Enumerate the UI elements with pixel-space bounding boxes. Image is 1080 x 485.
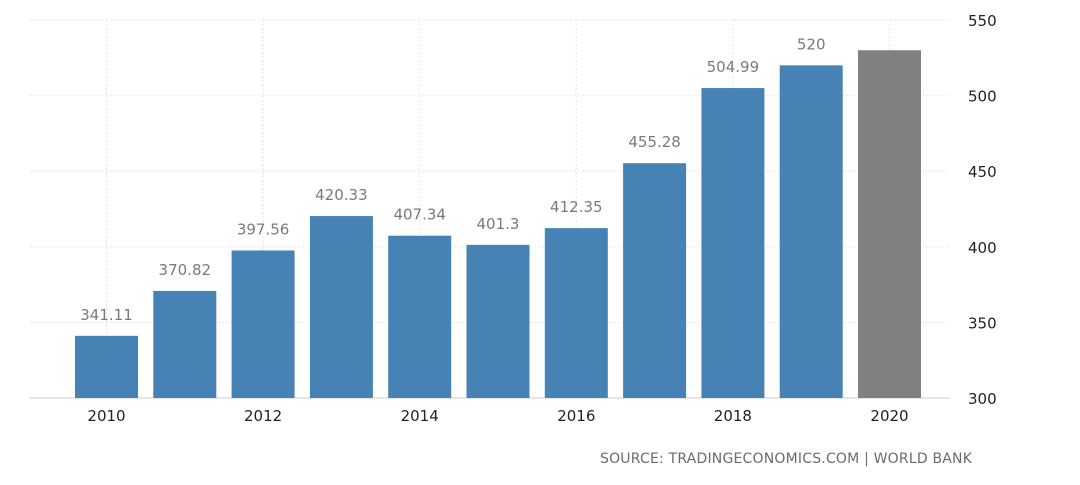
- bars: [75, 50, 921, 399]
- x-tick-label: 2010: [87, 407, 125, 425]
- data-label-2014: 407.34: [393, 206, 446, 224]
- y-tick-label: 550: [968, 12, 997, 30]
- y-tick-label: 300: [968, 390, 997, 408]
- data-label-2013: 420.33: [315, 186, 368, 204]
- y-tick-label: 350: [968, 314, 997, 332]
- bar-2019[interactable]: [779, 65, 843, 399]
- data-label-2019: 520: [797, 35, 826, 53]
- bar-2016[interactable]: [544, 228, 608, 398]
- bar-2011[interactable]: [153, 290, 217, 398]
- x-tick-label: 2014: [401, 407, 439, 425]
- bar-2017[interactable]: [623, 163, 687, 398]
- x-tick-label: 2012: [244, 407, 282, 425]
- y-tick-label: 500: [968, 88, 997, 106]
- bar-2012[interactable]: [231, 250, 295, 398]
- bar-2014[interactable]: [388, 235, 452, 398]
- data-label-2017: 455.28: [628, 133, 681, 151]
- data-label-2018: 504.99: [707, 58, 760, 76]
- bar-2018[interactable]: [701, 88, 765, 399]
- data-label-2016: 412.35: [550, 198, 603, 216]
- y-axis-ticks: 300 350 400 450 500 550: [968, 12, 997, 408]
- y-tick-label: 400: [968, 239, 997, 257]
- source-note: SOURCE: TRADINGECONOMICS.COM | WORLD BAN…: [600, 451, 973, 467]
- bar-2010[interactable]: [75, 335, 138, 398]
- y-tick-label: 450: [968, 163, 997, 181]
- data-label-2010: 341.11: [80, 306, 133, 324]
- data-label-2015: 401.3: [477, 215, 520, 233]
- data-label-2012: 397.56: [237, 220, 290, 238]
- x-tick-label: 2016: [557, 407, 595, 425]
- bar-2020[interactable]: [858, 50, 921, 399]
- x-tick-label: 2020: [870, 407, 908, 425]
- bar-2015[interactable]: [466, 244, 530, 398]
- x-axis-ticks: 2010 2012 2014 2016 2018 2020: [87, 407, 908, 425]
- x-tick-label: 2018: [714, 407, 752, 425]
- data-label-2011: 370.82: [159, 261, 212, 279]
- bar-2013[interactable]: [309, 216, 373, 398]
- data-labels: 341.11 370.82 397.56 420.33 407.34 401.3 412.3…: [80, 35, 825, 323]
